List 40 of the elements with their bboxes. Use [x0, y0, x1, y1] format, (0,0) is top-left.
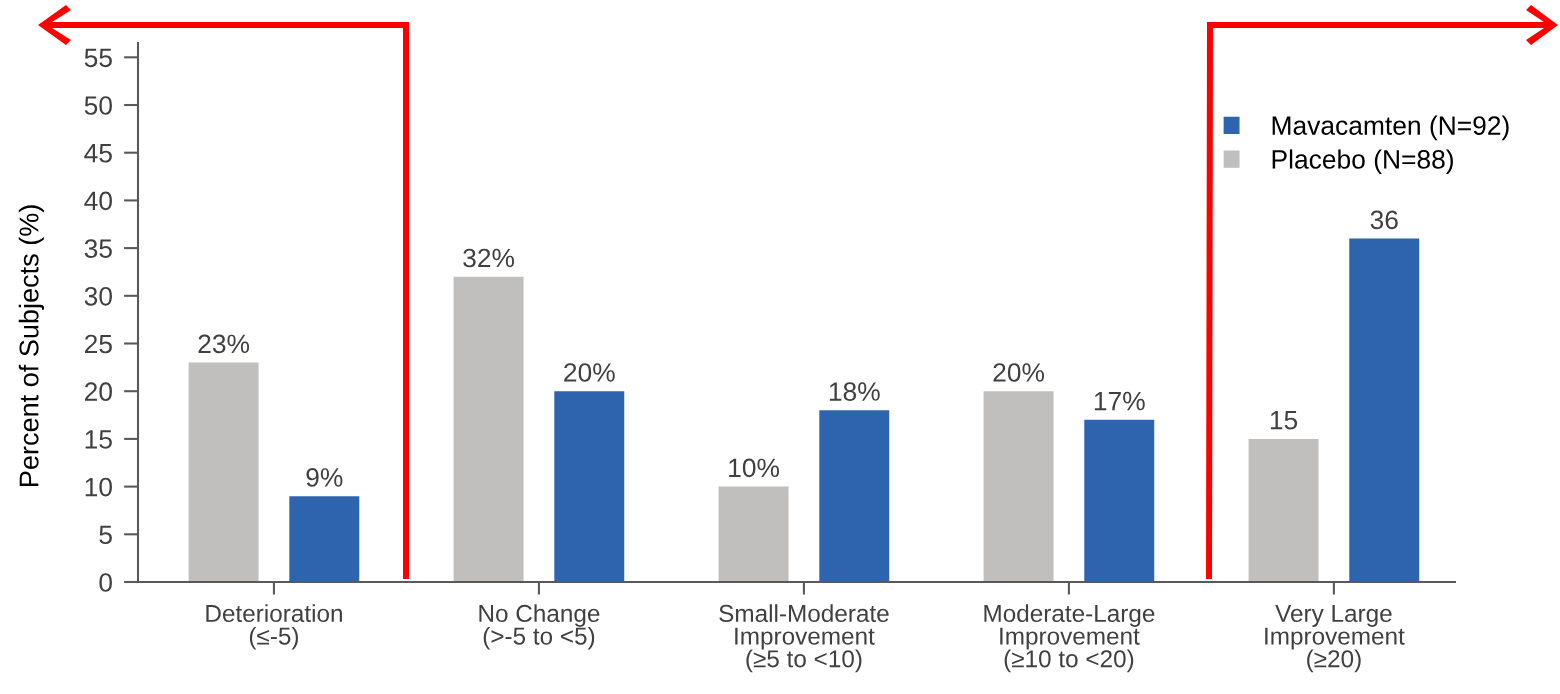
- y-tick-label: 35: [84, 239, 112, 258]
- bar: [554, 391, 625, 582]
- data-label: 23%: [198, 334, 250, 354]
- bar: [289, 496, 360, 582]
- data-label: 15: [1270, 411, 1298, 430]
- x-tick-label: Very Large Improvement (≥20): [1265, 605, 1405, 673]
- y-tick-label: 50: [84, 96, 112, 115]
- y-tick-label: 25: [84, 334, 112, 354]
- y-tick-label: 45: [84, 144, 112, 163]
- y-axis-title: Percent of Subjects (%): [18, 205, 44, 486]
- y-tick-label: 5: [99, 525, 112, 545]
- data-label: 9%: [306, 468, 343, 487]
- x-tick-label: Deterioration (≤-5): [206, 604, 342, 650]
- bar: [453, 276, 524, 582]
- bar: [1248, 438, 1319, 582]
- y-tick-label: 20: [84, 382, 112, 402]
- data-label: 32%: [463, 248, 515, 268]
- bar: [819, 410, 890, 582]
- y-tick-label: 10: [85, 477, 112, 497]
- data-label: 20%: [564, 363, 615, 382]
- data-label: 18%: [829, 382, 880, 401]
- data-label: 17%: [1094, 391, 1145, 411]
- data-label: 36: [1370, 210, 1398, 230]
- y-tick-label: 0: [99, 573, 112, 592]
- data-label: 20%: [993, 363, 1045, 382]
- bar: [1349, 238, 1420, 582]
- y-tick-label: 15: [85, 430, 112, 449]
- y-tick-label: 40: [84, 191, 112, 211]
- legend-label: Mavacamten (N=92): [1272, 115, 1509, 141]
- x-tick-label: No Change (>-5 to <5): [479, 604, 600, 650]
- legend-label: Placebo (N=88): [1272, 149, 1453, 174]
- bar: [1084, 419, 1155, 582]
- x-tick-label: Small-Moderate Improvement (≥5 to <10): [719, 604, 889, 673]
- bar: [718, 486, 789, 582]
- data-label: 10%: [729, 458, 780, 478]
- bar: [983, 391, 1054, 582]
- x-tick-label: Moderate-Large Improvement (≥10 to <20): [984, 604, 1155, 673]
- bar: [188, 362, 259, 582]
- y-tick-label: 55: [84, 48, 112, 68]
- y-tick-label: 30: [84, 286, 112, 306]
